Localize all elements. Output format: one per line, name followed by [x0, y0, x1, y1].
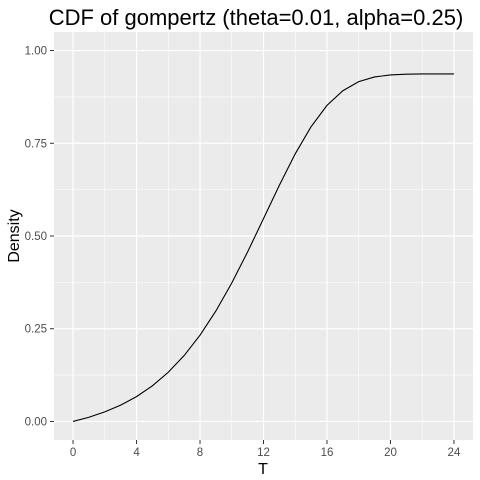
x-tick-label: 12 [257, 447, 270, 459]
x-tick-label: 0 [70, 447, 76, 459]
x-axis-label: T [258, 461, 268, 478]
x-axis: 0 4 8 12 16 20 24 [70, 440, 461, 459]
y-tick-label: 0.75 [25, 138, 47, 150]
x-tick-label: 20 [384, 447, 397, 459]
y-tick-label: 1.00 [25, 46, 47, 58]
x-tick-label: 8 [197, 447, 203, 459]
cdf-line [72, 73, 454, 422]
x-tick-label: 4 [133, 447, 140, 459]
y-tick-label: 0.00 [25, 416, 47, 428]
x-tick-label: 24 [448, 447, 461, 459]
y-tick-label: 0.50 [25, 231, 47, 243]
y-tick-label: 0.25 [25, 324, 47, 336]
x-tick-label: 16 [321, 447, 334, 459]
major-gridlines [54, 32, 473, 440]
chart-title: CDF of gompertz (theta=0.01, alpha=0.25) [49, 5, 464, 30]
y-axis: 0.00 0.25 0.50 0.75 1.00 [25, 46, 54, 428]
y-axis-label: Density [6, 209, 23, 262]
